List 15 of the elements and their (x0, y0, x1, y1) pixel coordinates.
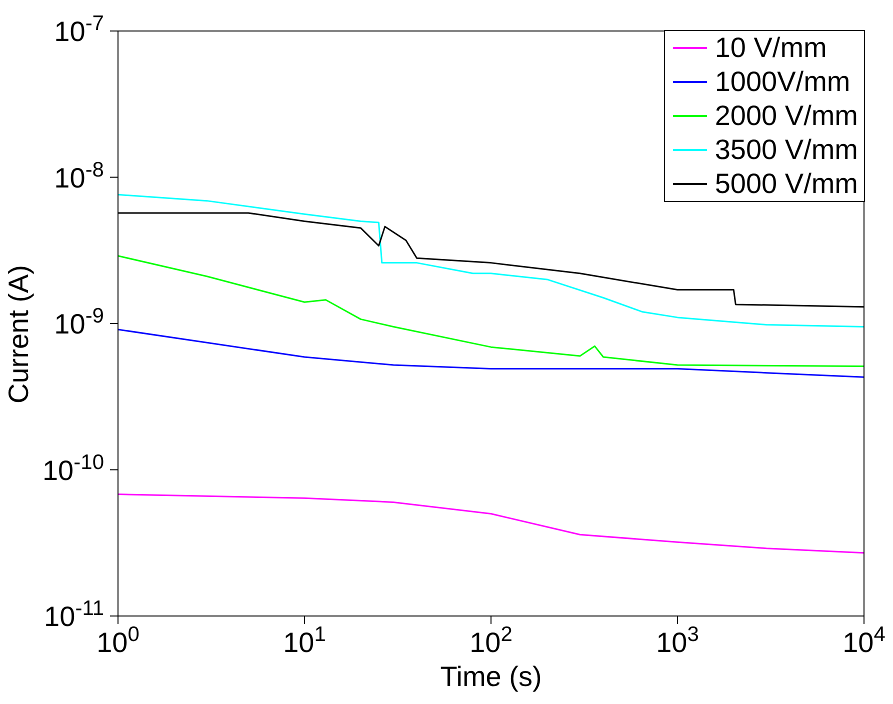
x-tick-label: 10$^{3}$ (656, 622, 699, 658)
legend-label: 5000 V/mm (714, 167, 858, 201)
y-tick-label: 10$^{-8}$ (54, 158, 104, 194)
x-tick-label: 10$^{2}$ (470, 622, 512, 658)
legend-label: 2000 V/mm (714, 99, 858, 133)
y-tick-label: 10$^{-7}$ (54, 12, 104, 47)
legend-label: 1000V/mm (714, 65, 850, 99)
y-axis-title: Current (A) (2, 265, 34, 404)
x-tick-label: 10$^{4}$ (842, 622, 886, 658)
x-tick-label: 10$^{1}$ (283, 622, 326, 658)
legend-label: 10 V/mm (714, 31, 827, 65)
x-axis-title: Time (s) (440, 661, 542, 692)
legend-label: 3500 V/mm (714, 133, 858, 167)
y-tick-label: 10$^{-10}$ (42, 450, 104, 486)
y-tick-label: 10$^{-9}$ (54, 304, 104, 340)
